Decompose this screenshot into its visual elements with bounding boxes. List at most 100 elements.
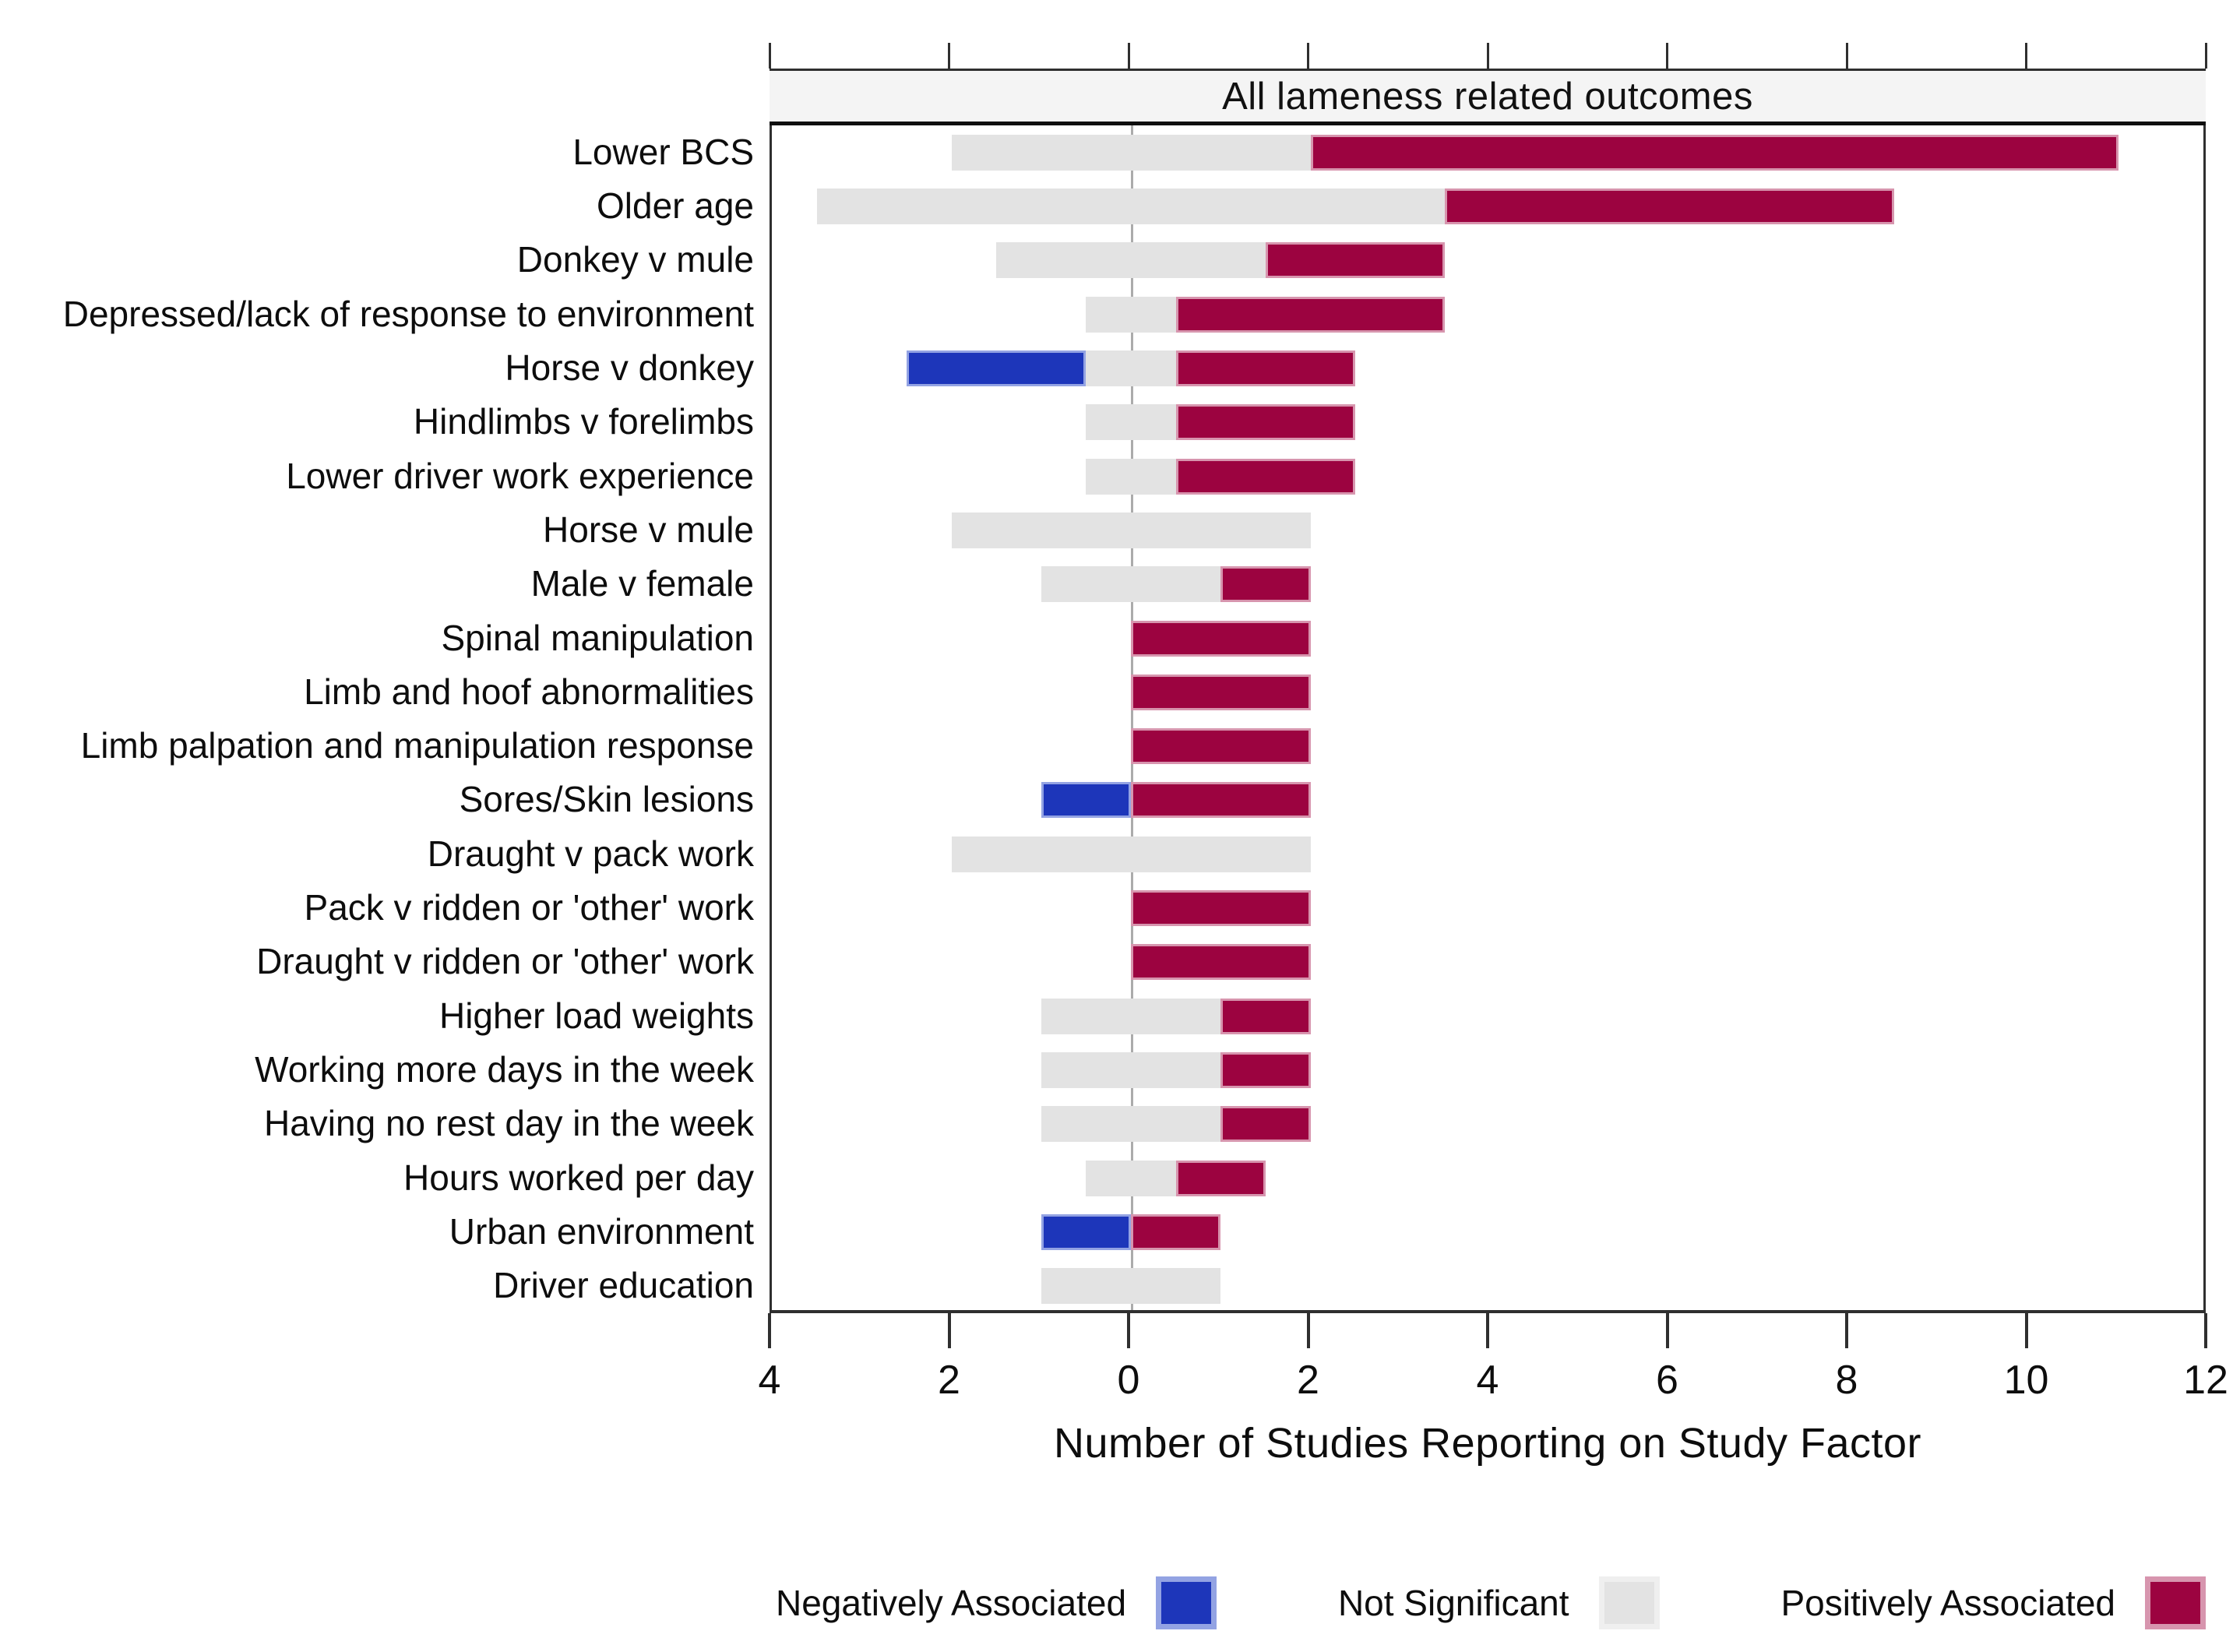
bar-segment-not_significant — [951, 134, 1311, 171]
category-label: Sores/Skin lesions — [459, 779, 754, 820]
legend-label: Negatively Associated — [776, 1583, 1127, 1623]
x-tick-bottom — [1845, 1313, 1848, 1348]
x-tick-top — [1307, 43, 1309, 69]
category-label: Urban environment — [449, 1210, 754, 1252]
panel-title-band: All lameness related outcomes — [770, 69, 2206, 126]
category-label: Limb palpation and manipulation response — [80, 725, 754, 766]
x-tick-top — [948, 43, 950, 69]
x-tick-top — [768, 43, 771, 69]
bar-segment-positive — [1131, 728, 1311, 765]
bar-segment-not_significant — [1041, 1052, 1221, 1089]
category-label: Horse v donkey — [505, 347, 754, 388]
category-label: Hindlimbs v forelimbs — [413, 401, 754, 442]
bar-segment-positive — [1131, 1214, 1221, 1251]
x-tick-label: 6 — [1656, 1358, 1678, 1403]
x-axis-title: Number of Studies Reporting on Study Fac… — [1053, 1420, 1922, 1467]
bar-segment-positive — [1175, 404, 1356, 441]
category-label: Draught v pack work — [427, 833, 754, 874]
x-tick-top — [1666, 43, 1668, 69]
category-label: Lower BCS — [572, 131, 754, 172]
bar-segment-positive — [1175, 1160, 1266, 1196]
category-label: Higher load weights — [438, 995, 754, 1036]
x-tick-label: 4 — [1476, 1358, 1499, 1403]
x-tick-label: 12 — [2183, 1358, 2228, 1403]
category-label: Draught v ridden or 'other' work — [256, 941, 754, 982]
legend-item-negative: Negatively Associated — [776, 1576, 1217, 1629]
legend-swatch-negative — [1156, 1576, 1217, 1629]
x-tick-label: 2 — [1297, 1358, 1319, 1403]
x-tick-top — [1486, 43, 1489, 69]
bar-segment-not_significant — [1086, 1160, 1176, 1196]
x-tick-top — [1127, 43, 1130, 69]
bar-segment-not_significant — [1086, 296, 1176, 333]
zero-gridline — [1131, 125, 1133, 1310]
bar-segment-positive — [1175, 296, 1446, 333]
x-tick-bottom — [768, 1313, 771, 1348]
bar-segment-not_significant — [1041, 1106, 1221, 1143]
category-label: Limb and hoof abnormalities — [304, 671, 754, 712]
category-label: Spinal manipulation — [441, 617, 755, 658]
category-label: Having no rest day in the week — [263, 1103, 754, 1144]
bar-segment-positive — [1175, 458, 1356, 495]
bar-segment-not_significant — [996, 242, 1266, 279]
bar-segment-not_significant — [1041, 998, 1221, 1034]
bar-segment-positive — [1445, 188, 1894, 224]
bar-segment-positive — [1265, 242, 1446, 279]
bar-segment-positive — [1310, 134, 2118, 171]
bar-segment-positive — [1131, 944, 1311, 981]
bar-segment-positive — [1175, 350, 1356, 386]
bar-segment-not_significant — [1086, 458, 1176, 495]
x-tick-bottom — [2204, 1313, 2207, 1348]
legend: Negatively Associated Not Significant Posi… — [776, 1575, 2206, 1631]
x-tick-bottom — [947, 1313, 951, 1348]
bar-segment-not_significant — [1041, 1268, 1221, 1305]
bar-segment-positive — [1131, 890, 1311, 927]
category-label: Older age — [596, 185, 754, 226]
x-tick-bottom — [1486, 1313, 1489, 1348]
bar-segment-negative — [1041, 1214, 1131, 1251]
category-label: Depressed/lack of response to environmen… — [62, 293, 754, 334]
bar-segment-negative — [1041, 782, 1131, 819]
bar-segment-positive — [1131, 620, 1311, 657]
x-tick-top — [2025, 43, 2027, 69]
x-tick-top — [2204, 43, 2207, 69]
x-tick-bottom — [2024, 1313, 2028, 1348]
bar-segment-positive — [1131, 782, 1311, 819]
category-label: Driver education — [493, 1265, 754, 1306]
legend-item-not_significant: Not Significant — [1338, 1576, 1660, 1629]
panel-title: All lameness related outcomes — [1222, 75, 1753, 118]
bar-segment-not_significant — [816, 188, 1446, 224]
bar-segment-positive — [1220, 998, 1311, 1034]
bar-segment-not_significant — [1086, 404, 1176, 441]
category-label: Donkey v mule — [516, 239, 754, 280]
plot-area — [770, 125, 2206, 1313]
bar-segment-not_significant — [951, 836, 1311, 872]
bar-segment-positive — [1220, 1106, 1311, 1143]
x-tick-bottom — [1127, 1313, 1130, 1348]
x-tick-label: 2 — [938, 1358, 960, 1403]
x-tick-label: 8 — [1835, 1358, 1858, 1403]
bar-segment-positive — [1220, 1052, 1311, 1089]
category-label: Horse v mule — [543, 509, 754, 550]
x-tick-top — [1845, 43, 1848, 69]
legend-label: Not Significant — [1337, 1583, 1569, 1623]
bar-segment-positive — [1220, 566, 1311, 603]
x-tick-label: 4 — [758, 1358, 781, 1403]
legend-item-positive: Positively Associated — [1780, 1576, 2206, 1629]
x-tick-label: 0 — [1117, 1358, 1140, 1403]
x-tick-bottom — [1665, 1313, 1669, 1348]
bar-segment-not_significant — [951, 512, 1311, 548]
category-label: Lower driver work experience — [286, 455, 754, 496]
category-label: Pack v ridden or 'other' work — [304, 887, 754, 928]
bar-segment-not_significant — [1086, 350, 1176, 386]
bar-segment-positive — [1131, 674, 1311, 710]
category-label: Hours worked per day — [403, 1157, 754, 1198]
category-label: Male v female — [530, 563, 754, 604]
category-label: Working more days in the week — [255, 1048, 754, 1090]
legend-swatch-positive — [2145, 1576, 2206, 1629]
legend-label: Positively Associated — [1780, 1583, 2115, 1623]
legend-swatch-not_significant — [1598, 1576, 1660, 1629]
bar-segment-not_significant — [1041, 566, 1221, 603]
x-tick-label: 10 — [2003, 1358, 2049, 1403]
x-tick-bottom — [1306, 1313, 1310, 1348]
